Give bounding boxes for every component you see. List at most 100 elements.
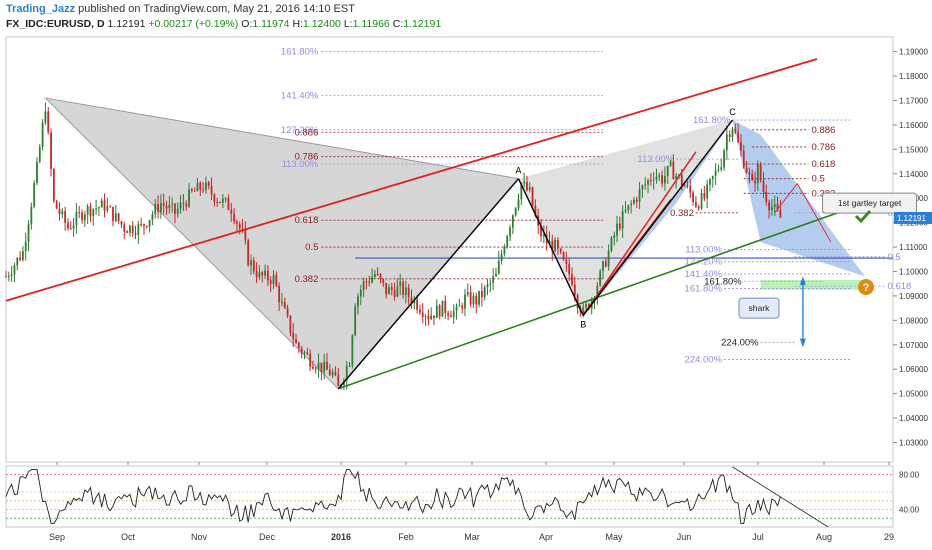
author-link[interactable]: Trading_Jazz	[6, 3, 76, 15]
candle-body	[709, 179, 711, 185]
publish-line: Trading_Jazz published on TradingView.co…	[6, 3, 355, 15]
candle-body	[554, 239, 556, 252]
candle-body	[373, 273, 376, 277]
candle-body	[382, 279, 385, 283]
x-tick-label: Apr	[539, 532, 553, 542]
candle-body	[300, 348, 303, 354]
candle-body	[495, 273, 497, 277]
x-tick-label: Jul	[752, 532, 764, 542]
candle-body	[230, 210, 233, 214]
candle-body	[334, 372, 337, 375]
candle-body	[106, 206, 109, 211]
candle-body	[351, 335, 354, 366]
candle-body	[452, 311, 455, 318]
candle-body	[483, 287, 486, 297]
candle-body	[269, 280, 272, 284]
pattern-leg-bc	[582, 119, 734, 316]
candle-body	[647, 180, 649, 185]
fib-label-right: 0.5	[888, 252, 901, 263]
y-tick-label: 1.05000	[899, 390, 928, 399]
candle-body	[202, 189, 205, 191]
candle-body	[610, 237, 613, 251]
candle-body	[98, 207, 100, 209]
candle-body	[297, 343, 300, 349]
candle-body	[326, 361, 328, 370]
x-tick-label: Jun	[677, 532, 692, 542]
candle-body	[700, 193, 703, 209]
candle-body	[740, 142, 742, 151]
candle-body	[323, 361, 326, 373]
last-price-tag-text: 1.12191	[897, 214, 926, 223]
candle-body	[47, 111, 50, 133]
candle-body	[455, 306, 458, 312]
candle-body	[717, 169, 720, 171]
pattern-point-label: B	[580, 319, 586, 329]
candle-body	[478, 290, 480, 305]
candle-body	[227, 198, 230, 211]
candle-body	[480, 290, 483, 297]
candle-body	[427, 316, 430, 320]
gartley-callout-text: 1st gartley target	[838, 198, 902, 208]
candle-body	[686, 185, 689, 187]
candle-body	[238, 223, 241, 229]
candle-body	[176, 208, 179, 214]
candle-body	[38, 147, 41, 162]
candle-body	[89, 206, 92, 217]
candle-body	[19, 257, 21, 260]
candle-body	[464, 294, 466, 309]
candle-body	[703, 193, 706, 199]
candle-body	[728, 134, 731, 138]
symbol-label: FX_IDC:EURUSD, D	[6, 18, 105, 30]
high-label: H:	[292, 18, 303, 30]
candle-body	[95, 208, 98, 210]
candle-body	[103, 200, 106, 211]
candle-body	[576, 295, 579, 309]
candle-body	[472, 295, 475, 305]
candle-body	[571, 274, 573, 285]
candle-body	[694, 202, 697, 207]
x-tick-label: Dec	[259, 532, 276, 542]
y-tick-label: 1.17000	[899, 97, 928, 106]
candle-body	[714, 170, 717, 177]
candle-body	[275, 275, 278, 287]
candle-body	[354, 306, 357, 336]
candle-body	[461, 305, 464, 309]
candle-body	[112, 206, 114, 222]
candle-body	[7, 276, 10, 278]
candle-body	[748, 172, 751, 174]
candle-body	[734, 128, 737, 133]
candle-body	[649, 180, 652, 182]
candle-body	[30, 206, 33, 225]
fib-label-right: 127.20%	[685, 257, 723, 268]
candle-body	[565, 259, 568, 264]
candle-body	[680, 174, 683, 186]
candle-body	[50, 132, 52, 170]
candle-body	[359, 289, 362, 297]
candle-body	[551, 240, 554, 252]
candle-body	[159, 203, 162, 213]
fib-label-left: 0.618	[295, 215, 319, 226]
candle-body	[309, 354, 312, 367]
question-icon-glyph: ?	[863, 282, 870, 294]
candle-body	[396, 286, 399, 297]
candle-body	[131, 225, 134, 234]
candle-body	[675, 175, 678, 180]
rsi-pane	[5, 465, 894, 528]
candle-body	[278, 286, 281, 302]
candle-body	[320, 362, 323, 373]
last-price: 1.12191	[107, 18, 146, 30]
candle-body	[241, 228, 244, 230]
candle-body	[528, 187, 531, 191]
candle-body	[86, 206, 89, 215]
candle-body	[24, 241, 27, 252]
candle-body	[252, 260, 255, 272]
candle-body	[157, 204, 159, 213]
candle-body	[78, 212, 81, 214]
candle-body	[661, 175, 663, 184]
candle-body	[466, 292, 469, 295]
candle-body	[219, 201, 221, 203]
candle-body	[174, 203, 176, 214]
candle-body	[725, 134, 728, 151]
candle-body	[143, 224, 145, 227]
